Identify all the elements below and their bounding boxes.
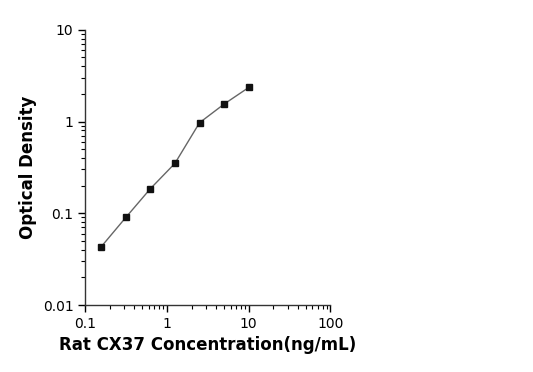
X-axis label: Rat CX37 Concentration(ng/mL): Rat CX37 Concentration(ng/mL) xyxy=(59,336,357,355)
Y-axis label: Optical Density: Optical Density xyxy=(19,96,37,239)
